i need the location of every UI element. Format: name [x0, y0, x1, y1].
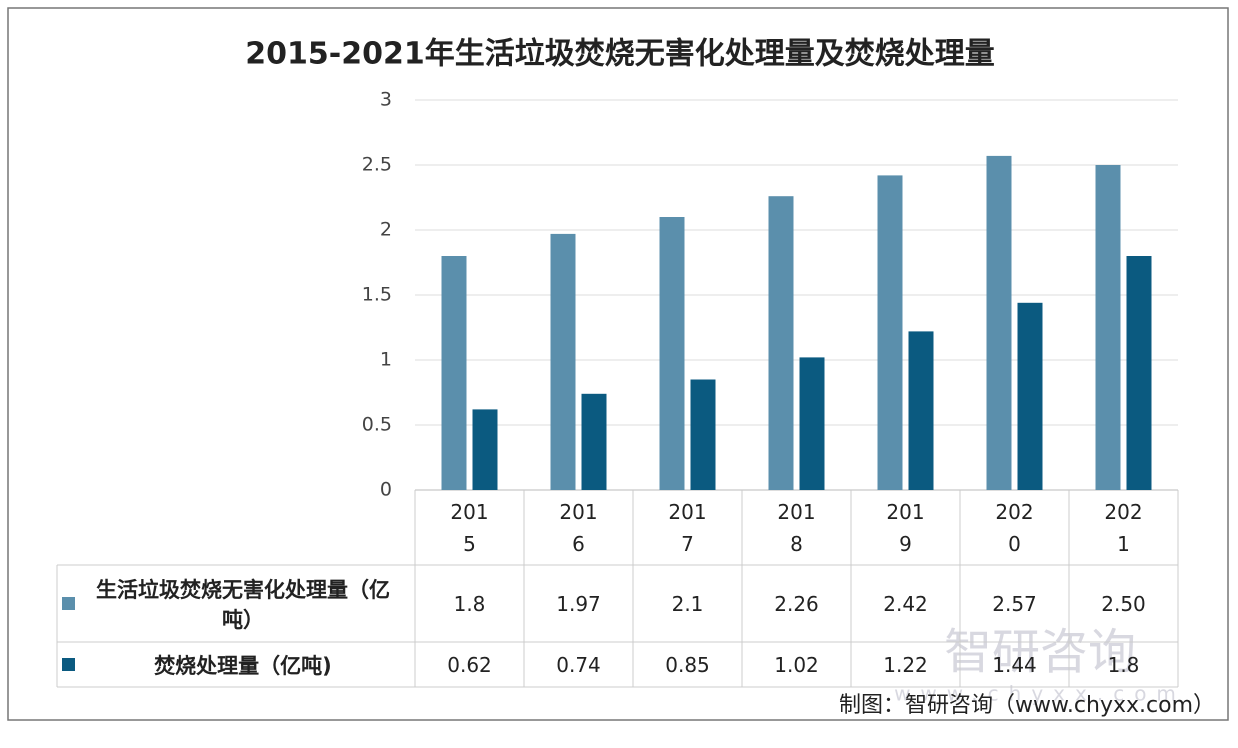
chart-title: 2015-2021年生活垃圾焚烧无害化处理量及焚烧处理量	[245, 37, 994, 72]
source: 制图：智研咨询（www.chyxx.com）	[839, 693, 1215, 718]
y-tick-label: 3	[380, 89, 392, 111]
x-tick-label: 2020	[995, 500, 1034, 556]
y-tick-label: 1.5	[362, 284, 392, 306]
table-value: 1.44	[992, 652, 1037, 677]
bar	[1126, 256, 1152, 490]
y-tick-label: 2	[380, 219, 392, 241]
x-tick-label: 2015	[450, 500, 489, 556]
legend-swatch	[62, 597, 75, 610]
legend-label: 焚烧处理量（亿吨)	[154, 653, 332, 678]
legend-swatch	[62, 658, 75, 671]
y-tick-label: 1	[380, 349, 392, 371]
table-value: 0.74	[556, 652, 601, 677]
x-tick-label: 2019	[886, 500, 925, 556]
bar	[908, 331, 934, 490]
frame	[7, 7, 1229, 721]
x-tick-label: 2021	[1104, 500, 1143, 556]
y-tick-label: 0.5	[362, 414, 392, 436]
bar	[659, 217, 685, 490]
y-tick-label: 2.5	[362, 154, 392, 176]
x-tick-label: 2016	[559, 500, 598, 556]
legend-entry: 焚烧处理量（亿吨)	[62, 642, 403, 687]
table-lines	[56, 564, 1178, 688]
table-value: 2.1	[671, 591, 704, 616]
y-tick-label: 0	[380, 479, 392, 501]
table-value: 2.50	[1101, 591, 1146, 616]
legend-label: 生活垃圾焚烧无害化处理量（亿吨）	[96, 577, 390, 632]
bar	[768, 196, 794, 490]
table-value: 0.62	[447, 652, 492, 677]
table-value: 2.42	[883, 591, 928, 616]
table-value: 0.85	[665, 652, 710, 677]
bar	[986, 155, 1012, 490]
bar	[550, 233, 576, 490]
bar	[472, 409, 498, 490]
bar	[441, 256, 467, 490]
table-value: 1.8	[453, 591, 486, 616]
x-tick-label: 2018	[777, 500, 816, 556]
table-value: 1.97	[556, 591, 601, 616]
watermark-url: www.chyxx.com	[894, 682, 1186, 706]
table-value: 2.26	[774, 591, 819, 616]
watermark: 智研咨询	[944, 624, 1136, 680]
bar	[799, 357, 825, 490]
bar	[877, 175, 903, 490]
bar	[1017, 302, 1043, 490]
bar	[690, 379, 716, 490]
legend-entry: 生活垃圾焚烧无害化处理量（亿吨）	[62, 565, 403, 642]
table-value: 2.57	[992, 591, 1037, 616]
table-value: 1.02	[774, 652, 819, 677]
table-value: 1.8	[1107, 652, 1140, 677]
x-tick-label: 2017	[668, 500, 707, 556]
table-value: 1.22	[883, 652, 928, 677]
bar	[581, 393, 607, 490]
bar	[1095, 165, 1121, 490]
